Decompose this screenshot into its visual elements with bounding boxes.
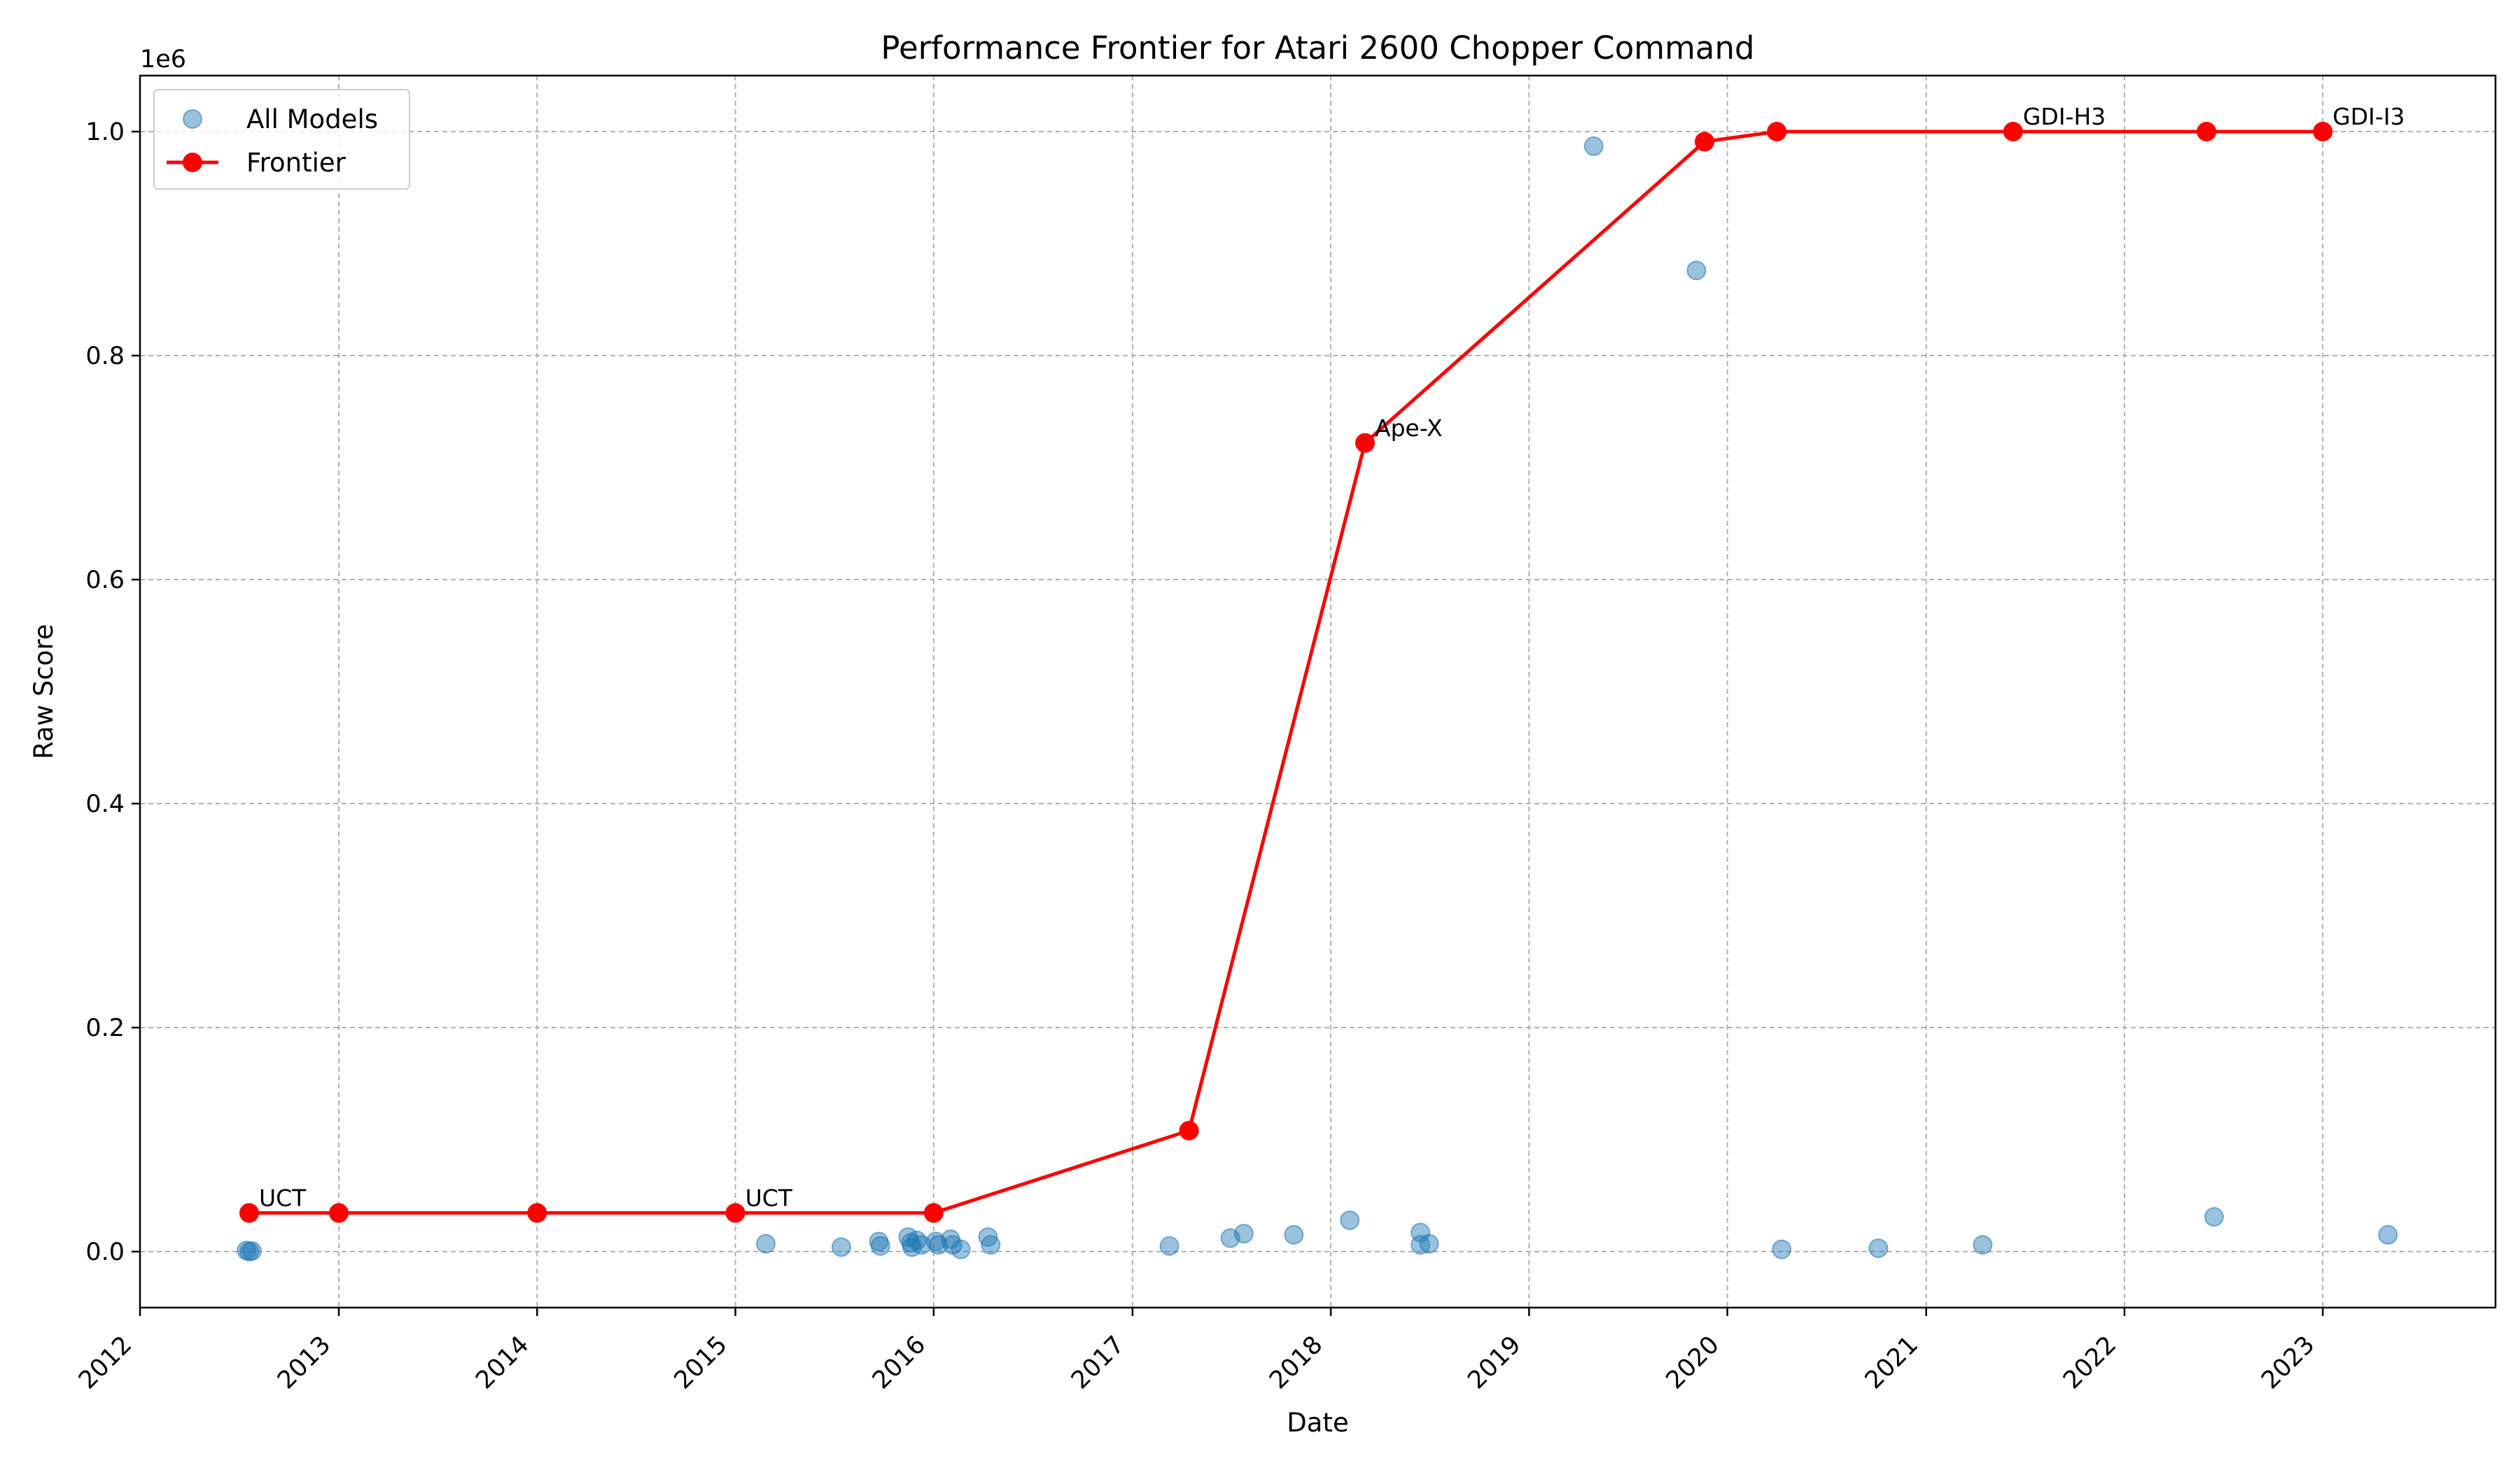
frontier-point bbox=[923, 1203, 944, 1223]
y-tick-label: 0.6 bbox=[85, 566, 125, 594]
scatter-point bbox=[981, 1235, 1001, 1255]
scatter-point bbox=[951, 1239, 971, 1259]
frontier-point bbox=[1179, 1121, 1199, 1141]
frontier-point bbox=[1767, 122, 1787, 141]
frontier-annotation: Ape-X bbox=[1375, 414, 1443, 442]
frontier-point bbox=[527, 1203, 547, 1223]
y-tick-label: 0.4 bbox=[85, 790, 125, 818]
scatter-point bbox=[1340, 1210, 1360, 1231]
frontier-point bbox=[2197, 122, 2217, 141]
scatter-point bbox=[2204, 1207, 2225, 1227]
scatter-point bbox=[1159, 1236, 1180, 1256]
frontier-annotation: GDI-I3 bbox=[2332, 103, 2404, 130]
legend-scatter-marker bbox=[183, 109, 202, 129]
frontier-point bbox=[239, 1203, 259, 1223]
plot-area-frame bbox=[139, 74, 2497, 1309]
scatter-point bbox=[831, 1237, 851, 1257]
scatter-point bbox=[1233, 1224, 1254, 1244]
scatter-point bbox=[241, 1241, 262, 1261]
y-tick-label: 0.8 bbox=[85, 342, 125, 370]
y-axis-ticks: 0.0 0.2 0.4 0.6 0.8 1.0 bbox=[85, 118, 140, 1266]
scatter-point bbox=[978, 1227, 998, 1247]
y-axis-offset-label: 1e6 bbox=[140, 46, 186, 74]
legend: All Models Frontier bbox=[153, 89, 410, 190]
frontier-point bbox=[725, 1203, 746, 1223]
y-tick-label: 0.2 bbox=[85, 1014, 125, 1042]
legend-label-frontier: Frontier bbox=[246, 148, 346, 178]
frontier-point bbox=[329, 1203, 349, 1223]
frontier-series bbox=[239, 122, 2333, 1223]
frontier-point bbox=[1355, 433, 1376, 453]
frontier-line bbox=[249, 130, 2323, 1215]
chart-title: Performance Frontier for Atari 2600 Chop… bbox=[881, 29, 1754, 66]
x-axis-label: Date bbox=[1287, 1408, 1348, 1438]
frontier-point bbox=[2313, 122, 2333, 141]
frontier-point bbox=[2003, 122, 2023, 141]
scatter-point bbox=[1419, 1233, 1439, 1254]
legend-label-all-models: All Models bbox=[246, 104, 378, 134]
annotations: UCT UCT Ape-X GDI-H3 GDI-I3 bbox=[259, 103, 2405, 1212]
scatter-point bbox=[1583, 136, 1604, 156]
scatter-point bbox=[756, 1233, 776, 1254]
frontier-annotation: GDI-H3 bbox=[2023, 103, 2106, 130]
scatter-point bbox=[1868, 1238, 1889, 1259]
grid bbox=[139, 76, 2496, 1308]
frontier-point bbox=[1695, 132, 1715, 152]
legend-frontier-marker bbox=[183, 153, 202, 172]
frontier-annotation: UCT bbox=[746, 1184, 793, 1212]
scatter-point bbox=[928, 1235, 948, 1255]
scatter-point bbox=[1686, 260, 1707, 281]
scatter-point bbox=[870, 1236, 890, 1256]
scatter-point bbox=[1973, 1235, 1993, 1255]
scatter-point bbox=[1284, 1225, 1304, 1245]
frontier-annotation: UCT bbox=[259, 1184, 307, 1212]
scatter-point bbox=[1772, 1239, 1792, 1259]
y-tick-label: 0.0 bbox=[85, 1238, 125, 1266]
y-axis-label: Raw Score bbox=[29, 624, 59, 759]
y-tick-label: 1.0 bbox=[85, 118, 125, 146]
scatter-series bbox=[237, 136, 2398, 1261]
scatter-point bbox=[2378, 1225, 2398, 1245]
